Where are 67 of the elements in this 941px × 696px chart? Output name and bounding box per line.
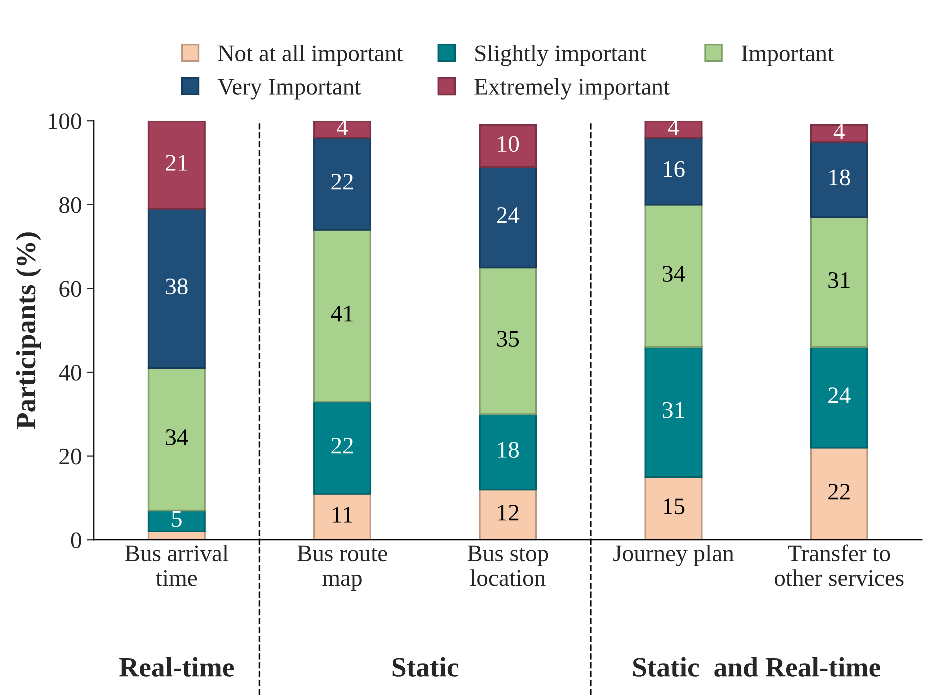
bar	[479, 414, 538, 491]
bar	[644, 476, 703, 540]
y-tick-label: 100	[48, 114, 82, 130]
data-label: 31	[663, 402, 684, 418]
bar	[314, 229, 372, 403]
bar	[810, 216, 868, 348]
bar	[314, 400, 372, 495]
bar	[314, 121, 372, 139]
data-label: 34	[166, 430, 188, 446]
bar	[810, 447, 868, 540]
bar	[479, 124, 538, 168]
bar	[810, 124, 868, 143]
bar	[314, 493, 372, 540]
data-label: 22	[332, 174, 354, 190]
data-label: 41	[331, 306, 353, 322]
legend-label: Not at all important	[218, 44, 404, 66]
data-label: 35	[497, 331, 520, 347]
data-label: 24	[828, 388, 851, 404]
data-label: 5	[172, 511, 182, 528]
y-tick-label: 40	[59, 364, 82, 381]
bar	[810, 141, 868, 218]
x-tick-label: Transfer to other services	[775, 544, 904, 586]
data-label: 12	[498, 505, 519, 521]
y-tick-label: 20	[60, 448, 82, 465]
data-label: 10	[498, 136, 520, 152]
x-tick-label: Bus stop location	[468, 546, 548, 586]
data-label: 22	[332, 438, 354, 454]
bar	[314, 137, 372, 231]
bar	[810, 346, 868, 449]
data-label: 38	[166, 278, 188, 295]
text: Static	[392, 657, 459, 677]
y-tick-label: 80	[60, 197, 82, 214]
bar	[148, 367, 206, 512]
data-label: 31	[828, 272, 850, 288]
data-label: 16	[664, 161, 685, 178]
y-tick-label: 0	[71, 532, 82, 549]
x-tick-label: Bus arrival time	[125, 544, 229, 586]
bar	[644, 204, 703, 348]
text: Real-time	[120, 657, 234, 677]
bar	[644, 121, 703, 139]
legend-label: Slightly important	[476, 44, 646, 66]
text: Static and Real-time	[633, 657, 880, 677]
data-label: 4	[834, 124, 845, 140]
data-label: 18	[498, 442, 520, 458]
data-label: 15	[664, 498, 685, 515]
bar	[148, 208, 206, 370]
data-label: 22	[828, 484, 850, 500]
data-label: 4	[668, 120, 680, 136]
bar	[644, 137, 703, 206]
bar	[148, 121, 206, 210]
data-label: 21	[166, 155, 188, 171]
y-tick-label: 60	[60, 281, 82, 298]
data-label: 34	[663, 266, 686, 282]
legend-label: Important	[742, 46, 834, 66]
data-label: 18	[830, 170, 850, 186]
bar	[644, 346, 703, 478]
x-tick-label: Journey plan	[614, 544, 734, 566]
data-label: 11	[333, 507, 352, 523]
data-label: 4	[337, 120, 348, 136]
bar	[479, 488, 538, 540]
bar	[479, 166, 538, 269]
legend-label: Very Important	[218, 79, 362, 100]
bar	[479, 266, 538, 416]
x-tick-label: Bus route map	[298, 546, 388, 592]
legend-label: Extremely important	[474, 78, 670, 100]
data-label: 24	[497, 208, 520, 224]
y-axis-title: Participants (%)	[16, 232, 42, 430]
